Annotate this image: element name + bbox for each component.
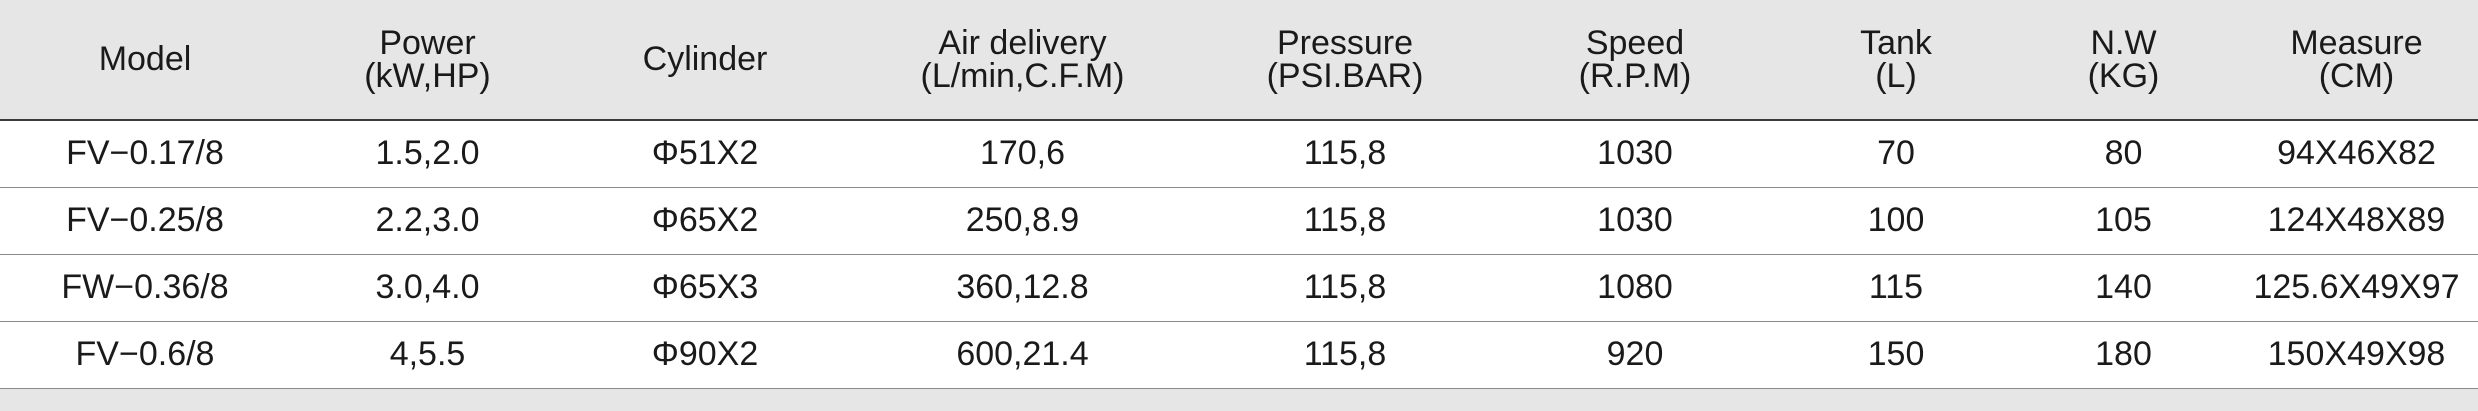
cell-pressure: 115,8 — [1200, 120, 1490, 188]
header-measure: Measure (CM) — [2235, 0, 2478, 121]
cell-power: 4,5.5 — [290, 321, 565, 389]
cell-model: FV−0.25/8 — [0, 187, 290, 255]
header-power: Power (kW,HP) — [290, 0, 565, 121]
cell-nw: 140 — [2012, 254, 2235, 322]
table-row: FV−0.6/8 4,5.5 Φ90X2 600,21.4 115,8 920 … — [0, 321, 2478, 389]
cell-cylinder: Φ65X2 — [565, 187, 845, 255]
header-row: Model Power (kW,HP) Cylinder Air delivery… — [0, 0, 2478, 121]
cell-pressure: 115,8 — [1200, 321, 1490, 389]
header-model: Model — [0, 0, 290, 121]
cell-air-delivery: 600,21.4 — [845, 321, 1200, 389]
spec-table: Model Power (kW,HP) Cylinder Air delivery… — [0, 0, 2478, 389]
header-air-delivery: Air delivery (L/min,C.F.M) — [845, 0, 1200, 121]
cell-power: 1.5,2.0 — [290, 120, 565, 188]
table-body: FV−0.17/8 1.5,2.0 Φ51X2 170,6 115,8 1030… — [0, 120, 2478, 389]
cell-power: 2.2,3.0 — [290, 187, 565, 255]
header-nw: N.W (KG) — [2012, 0, 2235, 121]
cell-tank: 115 — [1780, 254, 2012, 322]
cell-cylinder: Φ90X2 — [565, 321, 845, 389]
header-cylinder: Cylinder — [565, 0, 845, 121]
cell-nw: 105 — [2012, 187, 2235, 255]
table-row: FV−0.25/8 2.2,3.0 Φ65X2 250,8.9 115,8 10… — [0, 187, 2478, 255]
table-row: FW−0.36/8 3.0,4.0 Φ65X3 360,12.8 115,8 1… — [0, 254, 2478, 322]
cell-measure: 125.6X49X97 — [2235, 254, 2478, 322]
cell-measure: 124X48X89 — [2235, 187, 2478, 255]
cell-model: FV−0.17/8 — [0, 120, 290, 188]
cell-speed: 920 — [1490, 321, 1780, 389]
cell-measure: 94X46X82 — [2235, 120, 2478, 188]
cell-model: FV−0.6/8 — [0, 321, 290, 389]
header-tank: Tank (L) — [1780, 0, 2012, 121]
cell-nw: 80 — [2012, 120, 2235, 188]
cell-air-delivery: 170,6 — [845, 120, 1200, 188]
header-pressure: Pressure (PSI.BAR) — [1200, 0, 1490, 121]
cell-cylinder: Φ51X2 — [565, 120, 845, 188]
table-row: FV−0.17/8 1.5,2.0 Φ51X2 170,6 115,8 1030… — [0, 120, 2478, 188]
footer-band — [0, 388, 2478, 411]
cell-tank: 70 — [1780, 120, 2012, 188]
cell-speed: 1030 — [1490, 120, 1780, 188]
header-speed: Speed (R.P.M) — [1490, 0, 1780, 121]
cell-pressure: 115,8 — [1200, 187, 1490, 255]
cell-nw: 180 — [2012, 321, 2235, 389]
cell-air-delivery: 250,8.9 — [845, 187, 1200, 255]
cell-air-delivery: 360,12.8 — [845, 254, 1200, 322]
cell-measure: 150X49X98 — [2235, 321, 2478, 389]
cell-pressure: 115,8 — [1200, 254, 1490, 322]
table-header: Model Power (kW,HP) Cylinder Air delivery… — [0, 0, 2478, 121]
cell-tank: 100 — [1780, 187, 2012, 255]
cell-tank: 150 — [1780, 321, 2012, 389]
cell-speed: 1080 — [1490, 254, 1780, 322]
cell-model: FW−0.36/8 — [0, 254, 290, 322]
cell-cylinder: Φ65X3 — [565, 254, 845, 322]
cell-power: 3.0,4.0 — [290, 254, 565, 322]
cell-speed: 1030 — [1490, 187, 1780, 255]
